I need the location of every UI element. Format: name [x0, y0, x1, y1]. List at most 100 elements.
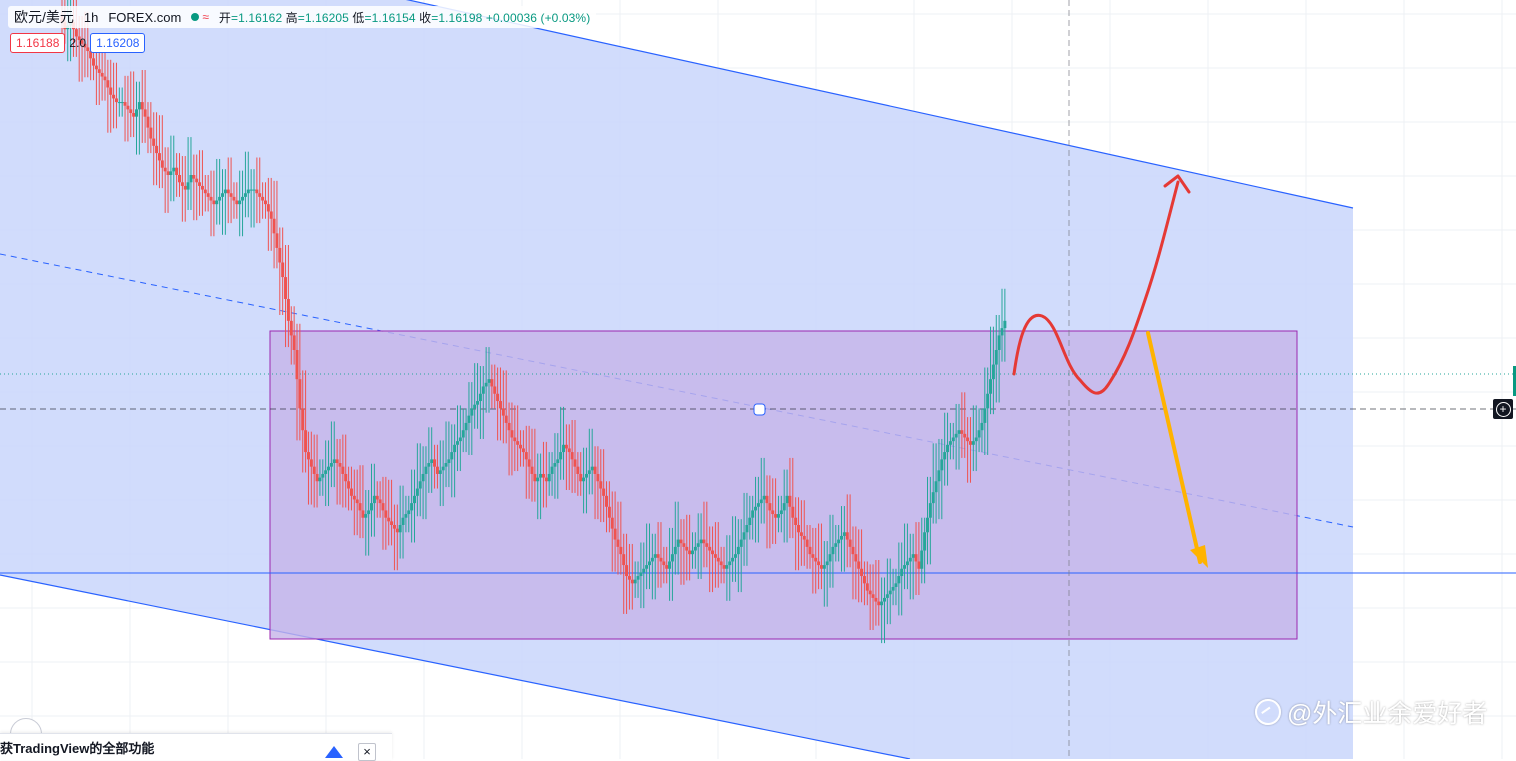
candle-body [341, 466, 345, 474]
upgrade-banner[interactable]: 获TradingView的全部功能 × [0, 733, 392, 761]
candle-body [198, 182, 202, 186]
candle-body [733, 554, 737, 558]
candle-body [883, 597, 886, 602]
candle-body [991, 364, 995, 380]
candle-body [481, 386, 485, 394]
candle-body [868, 590, 872, 595]
spread-value: 2.0 [69, 36, 87, 50]
candle-body [120, 102, 124, 104]
candle-body [493, 386, 497, 394]
symbol-header[interactable]: 欧元/美元 1h FOREX.com ≈ 开=1.16162 高=1.16205… [8, 6, 597, 28]
candle-body [831, 546, 835, 555]
sell-button[interactable]: 1.16188 [10, 33, 66, 53]
candle-body [347, 481, 351, 489]
market-status[interactable]: ≈ [191, 10, 209, 24]
candle-body [178, 175, 181, 183]
candle-body [433, 459, 437, 467]
candle-body [200, 185, 204, 190]
candle-body [232, 196, 236, 201]
candle-body [453, 444, 457, 453]
candle-body [298, 379, 302, 409]
candle-body [587, 470, 591, 474]
candle-body [682, 543, 686, 547]
close-icon[interactable]: × [358, 743, 376, 761]
candle-body [897, 576, 901, 584]
candle-body [272, 218, 276, 234]
candle-body [885, 594, 889, 598]
candle-body [94, 65, 98, 70]
candle-body [258, 193, 262, 197]
candle-body [616, 539, 620, 547]
candle-body [97, 69, 101, 73]
candle-body [860, 568, 864, 577]
candle-body [805, 539, 809, 547]
candle-body [269, 211, 273, 219]
candle-body [516, 441, 520, 445]
candle-body [845, 532, 849, 540]
candle-body [501, 408, 505, 416]
candle-body [980, 422, 984, 431]
add-alert-button[interactable]: + [1493, 399, 1513, 419]
candle-body [877, 601, 881, 606]
candle-body [977, 430, 981, 438]
candle-body [401, 517, 405, 525]
candle-body [261, 196, 265, 201]
candle-body [840, 535, 844, 540]
candle-body [817, 561, 821, 566]
candle-body [358, 503, 362, 511]
plus-icon: + [1495, 402, 1511, 417]
candle-body [940, 459, 944, 471]
candle-body [312, 466, 316, 474]
candle-body [837, 539, 841, 544]
candle-body [668, 561, 672, 569]
candle-body [822, 565, 826, 569]
candle-body [435, 466, 439, 474]
candle-body [570, 452, 574, 460]
candle-body [911, 554, 915, 558]
candle-body [424, 466, 428, 474]
candle-body [599, 481, 603, 489]
candle-body [880, 601, 884, 606]
candle-body [983, 408, 987, 423]
price-scale-marker [1513, 366, 1516, 396]
candle-body [567, 448, 571, 453]
upgrade-text[interactable]: 获TradingView的全部功能 [0, 740, 155, 756]
candle-body [602, 488, 606, 496]
symbol-name[interactable]: 欧元/美元 [14, 9, 74, 25]
candle-body [925, 517, 929, 533]
candle-body [533, 473, 537, 482]
candle-body [450, 452, 454, 460]
buy-button[interactable]: 1.16208 [90, 33, 146, 53]
candle-body [289, 320, 293, 336]
candle-body [206, 193, 210, 197]
candle-body [745, 525, 749, 533]
candle-body [762, 495, 766, 500]
candle-body [776, 514, 780, 518]
candle-body [544, 477, 548, 482]
candle-body [421, 473, 425, 482]
candle-body [819, 565, 823, 569]
candle-body [613, 528, 617, 540]
candle-body [756, 503, 760, 507]
candle-body [842, 532, 846, 536]
candle-body [395, 528, 399, 533]
candle-body [888, 590, 892, 595]
candle-body [828, 554, 832, 562]
candle-body [447, 459, 451, 464]
candle-body [137, 102, 141, 110]
candle-body [719, 561, 723, 566]
candle-body [814, 557, 818, 562]
candle-body [788, 495, 792, 507]
candle-body [301, 408, 305, 431]
candle-body [1000, 328, 1004, 336]
candle-body [132, 113, 136, 117]
candle-body [605, 495, 609, 507]
candle-body [112, 94, 116, 99]
data-source: FOREX.com [108, 9, 182, 25]
candle-body [934, 481, 938, 493]
candle-body [392, 525, 396, 529]
interval[interactable]: 1h [83, 9, 99, 25]
drawing-handle[interactable] [753, 403, 766, 416]
candle-body [135, 109, 139, 117]
